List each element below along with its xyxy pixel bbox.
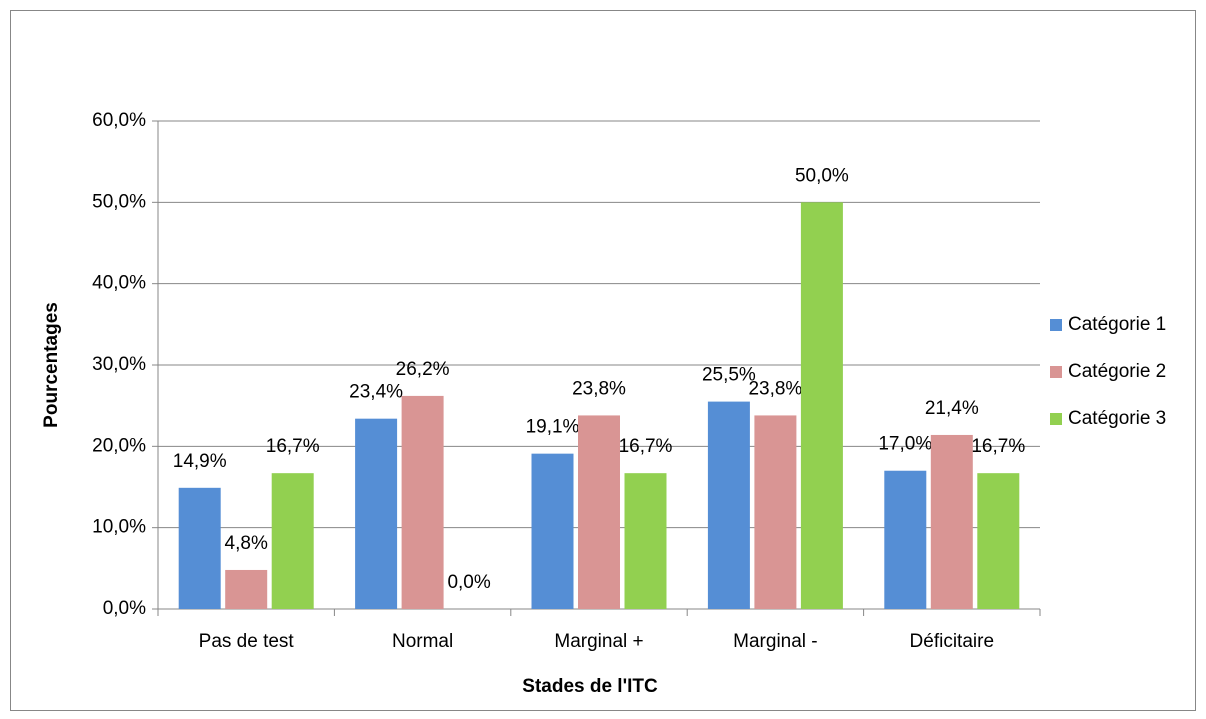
legend-swatch — [1050, 319, 1062, 331]
legend-swatch — [1050, 413, 1062, 425]
data-label: 23,8% — [748, 378, 802, 399]
bar — [531, 453, 574, 609]
x-tick-label: Normal — [392, 631, 453, 652]
y-tick-label: 0,0% — [103, 598, 146, 619]
data-label: 21,4% — [925, 398, 979, 419]
data-label: 26,2% — [396, 359, 450, 380]
data-label: 16,7% — [619, 436, 673, 457]
data-label: 19,1% — [526, 417, 580, 438]
data-label: 0,0% — [447, 572, 490, 593]
y-axis-title: Pourcentages — [41, 302, 62, 428]
legend-label: Catégorie 1 — [1068, 314, 1166, 335]
bar — [355, 418, 398, 609]
bar — [707, 401, 750, 609]
data-label: 14,9% — [173, 451, 227, 472]
data-label: 17,0% — [878, 434, 932, 455]
data-label: 25,5% — [702, 365, 756, 386]
data-label: 4,8% — [225, 533, 268, 554]
legend-label: Catégorie 3 — [1068, 408, 1166, 429]
data-label: 23,8% — [572, 378, 626, 399]
y-tick-label: 10,0% — [92, 517, 146, 538]
bar — [930, 434, 973, 609]
bar — [401, 395, 444, 609]
legend-swatch — [1050, 366, 1062, 378]
data-label: 50,0% — [795, 165, 849, 186]
x-tick-label: Marginal - — [733, 631, 817, 652]
x-tick-label: Pas de test — [199, 631, 295, 652]
x-tick-label: Déficitaire — [910, 631, 994, 652]
bar — [884, 470, 927, 609]
bar — [271, 473, 314, 609]
bar — [754, 415, 797, 609]
bar — [624, 473, 667, 609]
x-axis-title: Stades de l'ITC — [522, 676, 658, 697]
bar — [800, 202, 843, 610]
data-label: 23,4% — [349, 382, 403, 403]
legend-label: Catégorie 2 — [1068, 361, 1166, 382]
data-label: 16,7% — [266, 436, 320, 457]
bar — [225, 569, 268, 609]
y-tick-label: 60,0% — [92, 110, 146, 131]
x-tick-label: Marginal + — [554, 631, 643, 652]
bar — [178, 487, 221, 609]
y-tick-label: 40,0% — [92, 273, 146, 294]
y-tick-label: 20,0% — [92, 435, 146, 456]
bar — [977, 473, 1020, 609]
y-tick-label: 50,0% — [92, 191, 146, 212]
y-tick-label: 30,0% — [92, 354, 146, 375]
bar — [578, 415, 620, 609]
data-label: 16,7% — [971, 436, 1025, 457]
